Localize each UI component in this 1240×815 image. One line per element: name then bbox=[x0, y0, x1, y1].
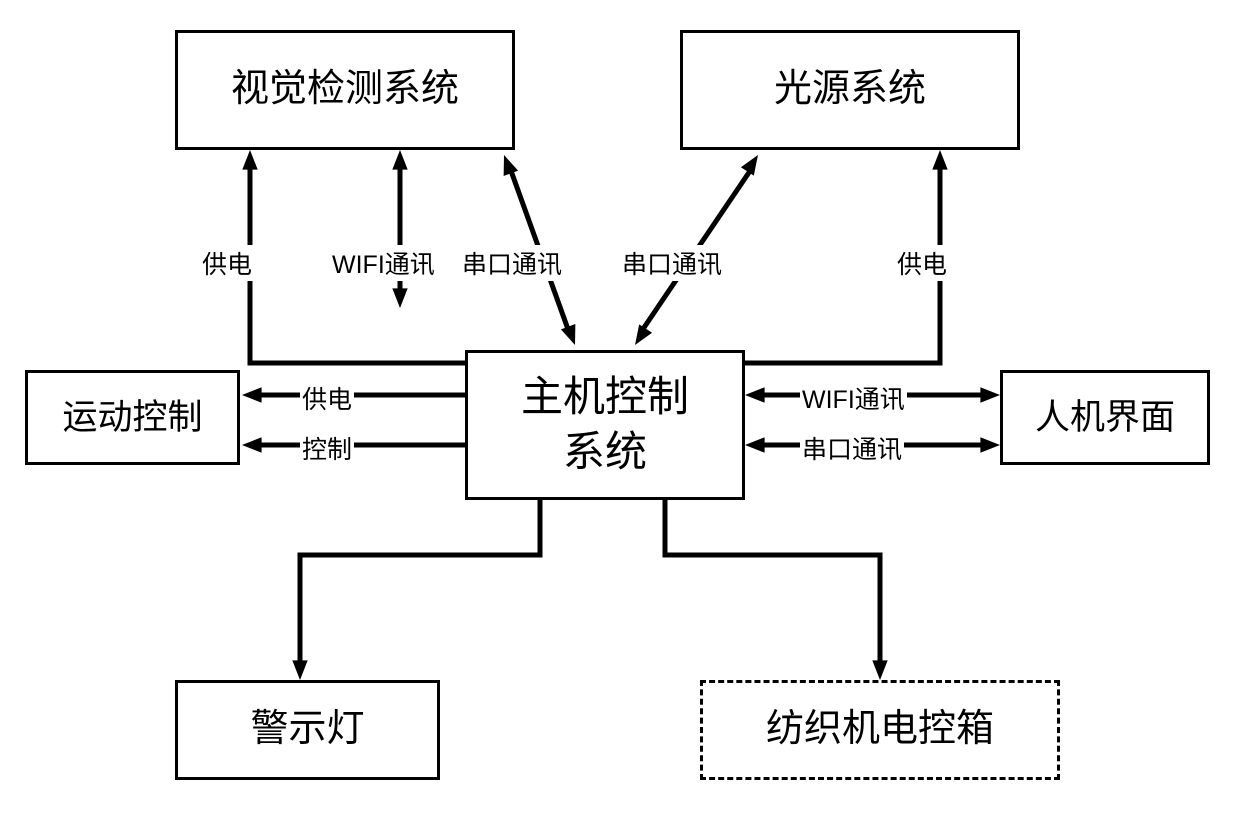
node-light-label: 光源系统 bbox=[774, 65, 926, 114]
edge-label-vision-wifi: WIFI通讯 bbox=[330, 245, 437, 281]
edge-label-hmi-serial: 串口通讯 bbox=[800, 430, 904, 466]
edge-label-light-power: 供电 bbox=[895, 245, 949, 281]
node-hmi-label: 人机界面 bbox=[1035, 395, 1175, 441]
node-hmi: 人机界面 bbox=[1000, 370, 1210, 465]
edge-label-hmi-wifi: WIFI通讯 bbox=[800, 380, 907, 416]
node-light: 光源系统 bbox=[680, 30, 1020, 150]
edge-label-motion-power: 供电 bbox=[300, 380, 354, 416]
edge-label-light-serial: 串口通讯 bbox=[620, 245, 724, 281]
node-host: 主机控制 系统 bbox=[465, 350, 745, 500]
node-alarm-label: 警示灯 bbox=[250, 705, 364, 754]
node-motion: 运动控制 bbox=[25, 370, 240, 465]
node-vision: 视觉检测系统 bbox=[175, 30, 515, 150]
node-textile: 纺织机电控箱 bbox=[700, 680, 1060, 780]
node-vision-label: 视觉检测系统 bbox=[231, 65, 459, 114]
node-host-label: 主机控制 系统 bbox=[521, 370, 689, 479]
edge-label-motion-control: 控制 bbox=[300, 430, 354, 466]
edge-label-vision-power: 供电 bbox=[200, 245, 254, 281]
node-alarm: 警示灯 bbox=[175, 680, 440, 780]
edge-label-vision-serial: 串口通讯 bbox=[460, 245, 564, 281]
node-motion-label: 运动控制 bbox=[62, 395, 202, 441]
node-textile-label: 纺织机电控箱 bbox=[766, 705, 994, 754]
